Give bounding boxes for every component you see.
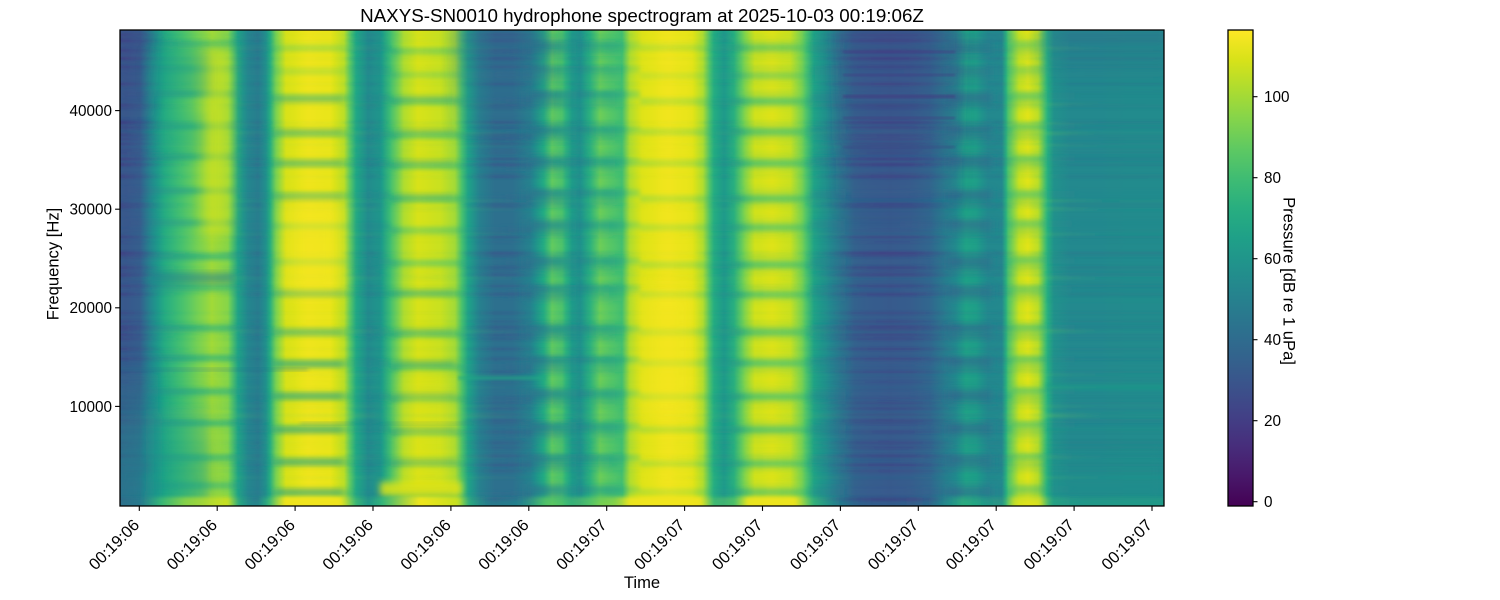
svg-text:Pressure [dB re 1 uPa]: Pressure [dB re 1 uPa] bbox=[1280, 197, 1299, 365]
svg-text:20000: 20000 bbox=[69, 300, 112, 317]
svg-text:40: 40 bbox=[1264, 332, 1281, 349]
svg-text:80: 80 bbox=[1264, 170, 1281, 187]
svg-text:20: 20 bbox=[1264, 413, 1281, 430]
svg-text:10000: 10000 bbox=[69, 399, 112, 416]
svg-text:NAXYS-SN0010 hydrophone spectr: NAXYS-SN0010 hydrophone spectrogram at 2… bbox=[360, 5, 924, 26]
svg-text:60: 60 bbox=[1264, 251, 1281, 268]
svg-text:0: 0 bbox=[1264, 494, 1273, 511]
svg-text:Frequency [Hz]: Frequency [Hz] bbox=[44, 208, 63, 321]
svg-text:40000: 40000 bbox=[69, 103, 112, 120]
svg-text:100: 100 bbox=[1264, 89, 1290, 106]
svg-text:Time: Time bbox=[624, 573, 660, 592]
svg-text:30000: 30000 bbox=[69, 202, 112, 219]
